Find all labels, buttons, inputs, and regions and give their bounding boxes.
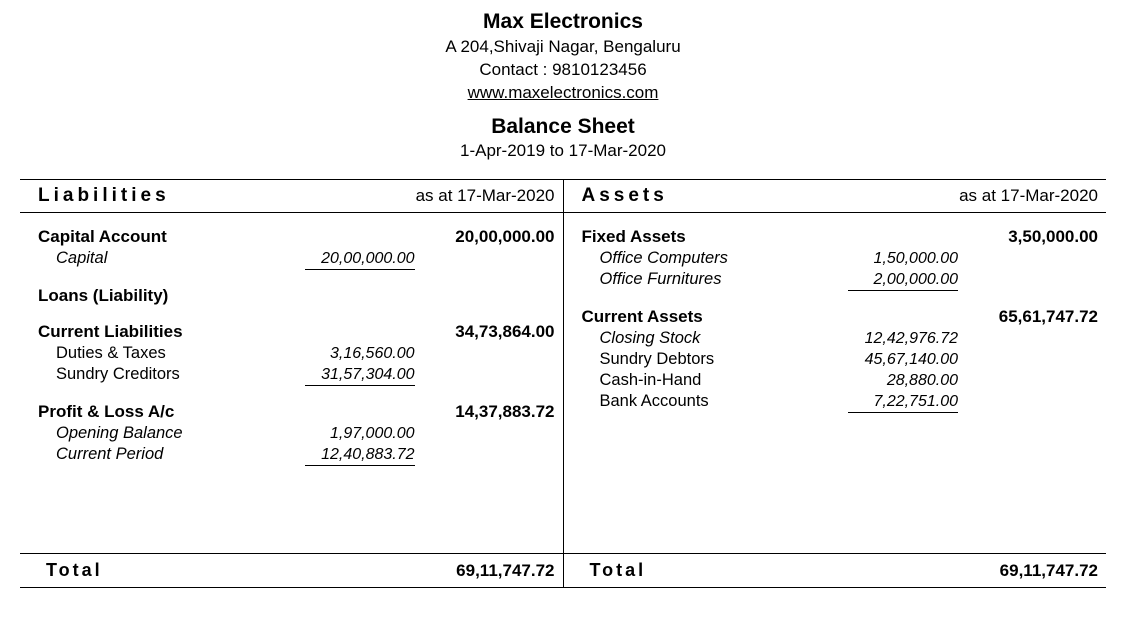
capital-account-total: 20,00,000.00	[415, 227, 555, 247]
fixed-assets-total: 3,50,000.00	[958, 227, 1098, 247]
pl-label: Profit & Loss A/c	[38, 402, 285, 422]
capital-sub-row: Capital 20,00,000.00	[38, 249, 555, 270]
liabilities-total-label: Total	[38, 560, 103, 581]
pl-row: Profit & Loss A/c 14,37,883.72	[38, 402, 555, 422]
assets-title: Assets	[572, 185, 668, 207]
furnitures-value: 2,00,000.00	[848, 271, 958, 291]
capital-sub-label: Capital	[38, 249, 285, 268]
creditors-label: Sundry Creditors	[38, 365, 285, 384]
furnitures-label: Office Furnitures	[582, 270, 829, 289]
current-liabilities-row: Current Liabilities 34,73,864.00	[38, 322, 555, 342]
company-contact: Contact : 9810123456	[20, 59, 1106, 82]
computers-label: Office Computers	[582, 249, 829, 268]
fixed-assets-row: Fixed Assets 3,50,000.00	[582, 227, 1099, 247]
loans-row: Loans (Liability)	[38, 286, 555, 306]
capital-account-row: Capital Account 20,00,000.00	[38, 227, 555, 247]
furnitures-row: Office Furnitures 2,00,000.00	[582, 270, 1099, 291]
duties-label: Duties & Taxes	[38, 344, 285, 363]
current-assets-label: Current Assets	[582, 307, 829, 327]
liabilities-body: Capital Account 20,00,000.00 Capital 20,…	[20, 213, 563, 553]
current-liabilities-label: Current Liabilities	[38, 322, 285, 342]
company-name: Max Electronics	[20, 10, 1106, 34]
capital-sub-value: 20,00,000.00	[305, 250, 415, 270]
liabilities-total-value: 69,11,747.72	[456, 561, 554, 581]
assets-body: Fixed Assets 3,50,000.00 Office Computer…	[564, 213, 1107, 553]
debtors-label: Sundry Debtors	[582, 350, 829, 369]
current-assets-row: Current Assets 65,61,747.72	[582, 307, 1099, 327]
cash-value: 28,880.00	[828, 372, 958, 390]
computers-row: Office Computers 1,50,000.00	[582, 249, 1099, 268]
fixed-assets-label: Fixed Assets	[582, 227, 829, 247]
current-period-row: Current Period 12,40,883.72	[38, 445, 555, 466]
report-period: 1-Apr-2019 to 17-Mar-2020	[20, 141, 1106, 161]
debtors-row: Sundry Debtors 45,67,140.00	[582, 350, 1099, 369]
current-period-value: 12,40,883.72	[305, 446, 415, 466]
cash-row: Cash-in-Hand 28,880.00	[582, 371, 1099, 390]
assets-total-label: Total	[582, 560, 647, 581]
computers-value: 1,50,000.00	[828, 250, 958, 268]
opening-row: Opening Balance 1,97,000.00	[38, 424, 555, 443]
duties-row: Duties & Taxes 3,16,560.00	[38, 344, 555, 363]
creditors-row: Sundry Creditors 31,57,304.00	[38, 365, 555, 386]
report-header: Max Electronics A 204,Shivaji Nagar, Ben…	[20, 10, 1106, 161]
current-period-label: Current Period	[38, 445, 285, 464]
opening-value: 1,97,000.00	[285, 425, 415, 443]
company-address: A 204,Shivaji Nagar, Bengaluru	[20, 36, 1106, 59]
cash-label: Cash-in-Hand	[582, 371, 829, 390]
current-assets-total: 65,61,747.72	[958, 307, 1098, 327]
closing-stock-label: Closing Stock	[582, 329, 829, 348]
closing-stock-value: 12,42,976.72	[828, 330, 958, 348]
bank-value: 7,22,751.00	[848, 393, 958, 413]
opening-label: Opening Balance	[38, 424, 285, 443]
loans-label: Loans (Liability)	[38, 286, 285, 306]
assets-total-value: 69,11,747.72	[1000, 561, 1098, 581]
bank-label: Bank Accounts	[582, 392, 829, 411]
closing-stock-row: Closing Stock 12,42,976.72	[582, 329, 1099, 348]
debtors-value: 45,67,140.00	[828, 351, 958, 369]
duties-value: 3,16,560.00	[285, 345, 415, 363]
current-liabilities-total: 34,73,864.00	[415, 322, 555, 342]
creditors-value: 31,57,304.00	[305, 366, 415, 386]
company-website[interactable]: www.maxelectronics.com	[20, 82, 1106, 105]
pl-total: 14,37,883.72	[415, 402, 555, 422]
liabilities-title: Liabilities	[28, 185, 170, 207]
liabilities-asat: as at 17-Mar-2020	[416, 186, 555, 206]
assets-header: Assets as at 17-Mar-2020	[564, 179, 1107, 213]
liabilities-header: Liabilities as at 17-Mar-2020	[20, 179, 563, 213]
report-title: Balance Sheet	[20, 115, 1106, 139]
liabilities-total-row: Total 69,11,747.72	[20, 553, 563, 588]
assets-asat: as at 17-Mar-2020	[959, 186, 1098, 206]
balance-sheet-table: Liabilities as at 17-Mar-2020 Assets as …	[20, 179, 1106, 588]
assets-total-row: Total 69,11,747.72	[564, 553, 1107, 588]
capital-account-label: Capital Account	[38, 227, 285, 247]
bank-row: Bank Accounts 7,22,751.00	[582, 392, 1099, 413]
